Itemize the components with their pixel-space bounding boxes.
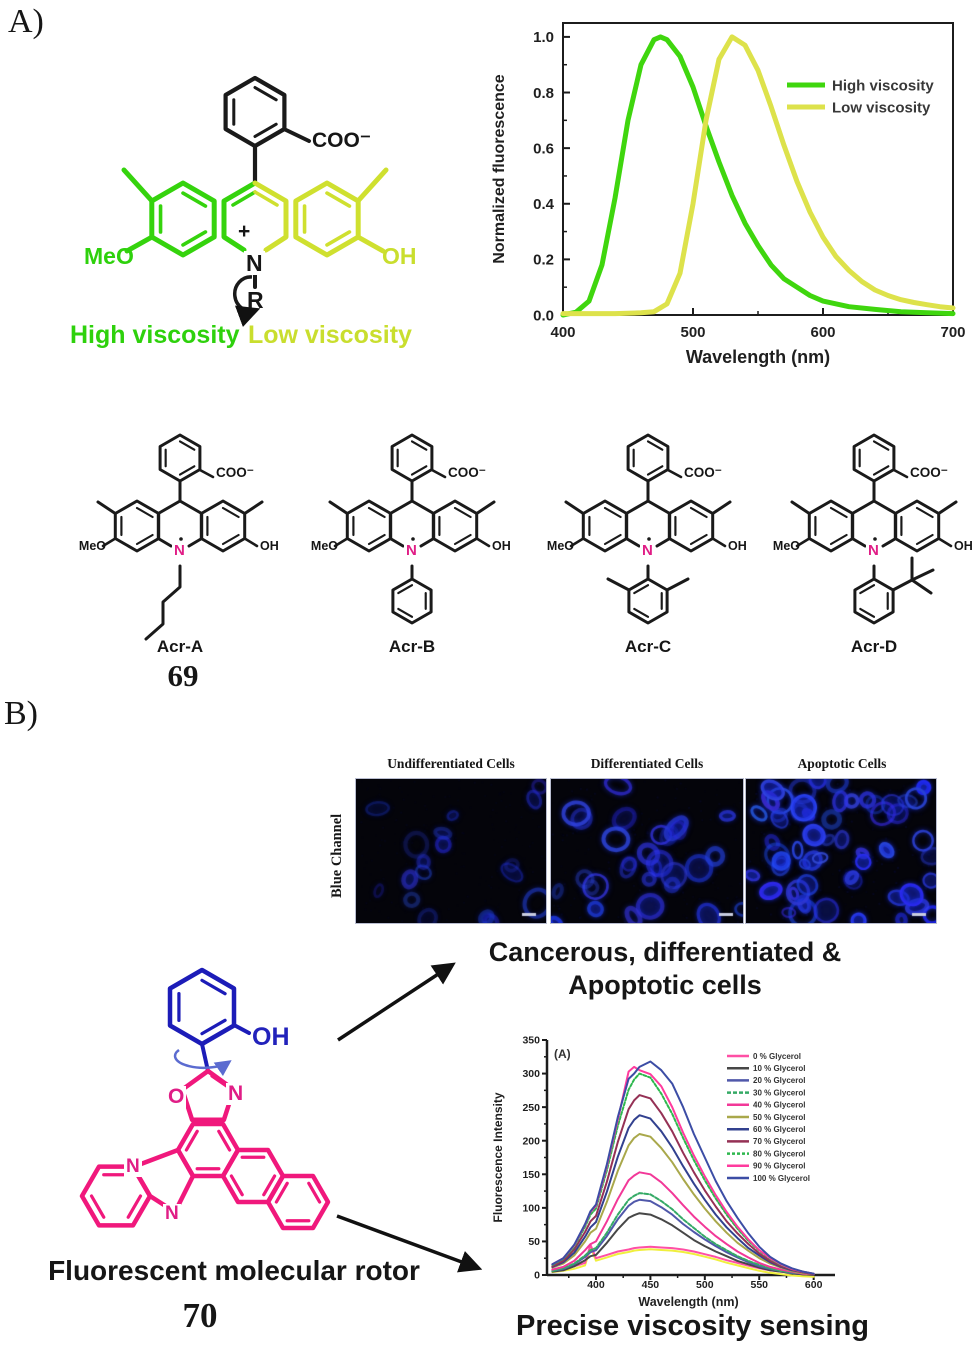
high-viscosity-label: High viscosity [70,321,240,349]
svg-text:(A): (A) [554,1047,571,1061]
svg-text:40 % Glycerol: 40 % Glycerol [753,1101,805,1110]
carboxylate-label: COO⁻ [312,129,371,152]
viscosity-spectrum-chart: 400 500 600 700 0.0 0.2 0.4 0.6 0.8 1.0 High visco… [491,22,966,367]
n-label-acr-a: N [172,542,187,559]
svg-text:100 % Glycerol: 100 % Glycerol [753,1174,810,1183]
oh-label-acr-b: OH [492,539,511,553]
panel-a-label: A) [8,3,44,40]
svg-text:10 % Glycerol: 10 % Glycerol [753,1064,805,1073]
svg-text:Fluorescence Intensity: Fluorescence Intensity [491,1092,505,1222]
svg-text:0.0: 0.0 [533,307,554,324]
r-group-label: R [247,287,264,313]
svg-text:400: 400 [587,1279,605,1291]
rotor-caption: Fluorescent molecular rotor [48,1255,420,1286]
svg-text:Normalized fluorescence: Normalized fluorescence [491,74,508,264]
n-label-oxazole: N [226,1082,246,1106]
differentiated-cells-title: Differentiated Cells [590,756,704,771]
svg-text:500: 500 [696,1279,714,1291]
nitrogen-label: N [244,250,265,276]
svg-text:0.4: 0.4 [533,196,555,213]
differentiated-cells-image [550,778,744,924]
compound-70-number: 70 [182,1296,218,1335]
svg-text:60 % Glycerol: 60 % Glycerol [753,1125,805,1134]
svg-text:700: 700 [940,324,965,341]
glycerol-spectra-chart: 400 450 500 550 600 0 50 100 150 200 250 300 350 0 % … [491,1035,835,1309]
meo-label-acr-c: MeO [546,539,574,553]
svg-text:0.8: 0.8 [533,85,554,102]
svg-text:High viscosity: High viscosity [832,77,934,94]
svg-text:550: 550 [750,1279,768,1291]
svg-text:250: 250 [522,1102,540,1114]
undifferentiated-cells-title: Undifferentiated Cells [387,756,515,771]
svg-text:Wavelength (nm): Wavelength (nm) [638,1295,738,1309]
svg-text:30 % Glycerol: 30 % Glycerol [753,1088,805,1097]
hydroxyl-label: OH [382,243,417,269]
svg-text:1.0: 1.0 [533,29,554,46]
oh-label-acr-a: OH [260,539,279,553]
acr-d-name: Acr-D [850,637,898,656]
low-viscosity-label: Low viscosity [248,321,412,349]
svg-text:0.6: 0.6 [533,140,554,157]
n-label-acr-d: N [866,542,881,559]
svg-text:400: 400 [550,324,575,341]
coo-label-acr-b: COO⁻ [448,465,486,480]
svg-text:600: 600 [805,1279,823,1291]
sensing-caption: Precise viscosity sensing [515,1310,870,1342]
svg-text:300: 300 [522,1068,540,1080]
svg-text:20 % Glycerol: 20 % Glycerol [753,1076,805,1085]
oh-label-acr-c: OH [728,539,747,553]
svg-text:0.2: 0.2 [533,252,554,269]
oxygen-label-rotor: O [166,1085,187,1109]
cells-caption-line1: Cancerous, differentiated & [488,937,842,967]
cells-caption-line2: Apoptotic cells [568,970,762,1000]
svg-text:500: 500 [680,324,705,341]
blue-channel-label: Blue Channel [329,813,345,899]
acr-b-name: Acr-B [388,637,436,656]
svg-text:0: 0 [534,1270,540,1282]
svg-text:90 % Glycerol: 90 % Glycerol [753,1162,805,1171]
n-label-acr-c: N [640,542,655,559]
svg-text:350: 350 [522,1035,540,1047]
svg-text:50 % Glycerol: 50 % Glycerol [753,1113,805,1122]
meo-label-acr-d: MeO [772,539,800,553]
svg-text:150: 150 [522,1169,540,1181]
svg-text:70 % Glycerol: 70 % Glycerol [753,1137,805,1146]
svg-text:200: 200 [522,1135,540,1147]
svg-text:0 % Glycerol: 0 % Glycerol [753,1052,801,1061]
panel-b-label: B) [4,695,38,732]
svg-text:600: 600 [810,324,835,341]
svg-text:100: 100 [522,1203,540,1215]
svg-text:450: 450 [642,1279,660,1291]
svg-text:Low viscosity: Low viscosity [832,99,931,116]
oh-label-acr-d: OH [954,539,973,553]
coo-label-acr-d: COO⁻ [910,465,948,480]
apoptotic-cells-image [745,778,937,924]
svg-text:80 % Glycerol: 80 % Glycerol [753,1149,805,1158]
acr-a-name: Acr-A [156,637,204,656]
meo-label-acr-b: MeO [310,539,338,553]
undifferentiated-cells-image [355,778,547,924]
coo-label-acr-c: COO⁻ [684,465,722,480]
methoxy-label: MeO [84,243,134,269]
svg-text:Wavelength (nm): Wavelength (nm) [686,347,830,367]
plus-charge-label: + [238,220,251,243]
coo-label-acr-a: COO⁻ [216,465,254,480]
meo-label-acr-a: MeO [78,539,106,553]
svg-text:50: 50 [528,1236,540,1248]
n-label-pyridinium: N [124,1156,142,1177]
apoptotic-cells-title: Apoptotic Cells [797,756,887,771]
compound-69-number: 69 [167,658,199,693]
acr-c-name: Acr-C [624,637,672,656]
n-label-imidazole: N [163,1203,181,1224]
oh-label-rotor: OH [252,1023,290,1051]
n-label-acr-b: N [404,542,419,559]
